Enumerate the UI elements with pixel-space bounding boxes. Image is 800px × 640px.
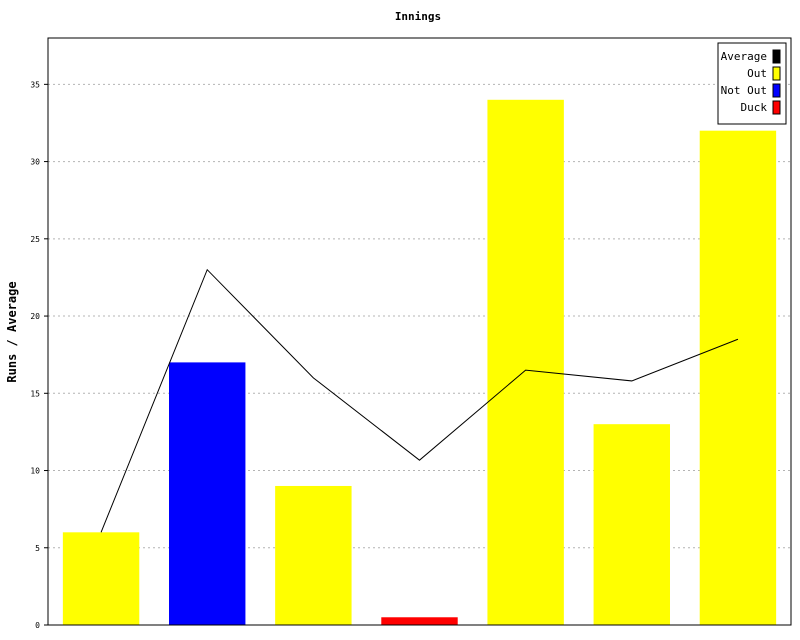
y-tick-label: 10 [30,467,40,476]
bar-inning-1 [62,532,140,625]
average-line-group [100,268,739,533]
bar-inning-7 [699,130,777,625]
legend-label: Duck [741,101,768,114]
y-axis-label: Runs / Average [5,281,19,382]
legend: Average Out Not Out Duck [717,42,787,125]
legend-label: Out [747,67,767,80]
legend-swatch [772,83,781,98]
bar-inning-2 [169,362,246,625]
y-ticks: 0 5 10 15 20 25 30 35 [30,80,48,630]
y-tick-label: 30 [30,158,40,167]
legend-swatch [772,49,781,64]
y-tick-label: 0 [35,621,40,630]
bar-inning-3 [275,485,352,625]
legend-swatch [772,100,781,115]
bar-inning-4 [381,617,458,625]
bar-inning-5 [487,99,564,625]
legend-label: Average [721,50,767,63]
axes [47,37,792,626]
y-tick-label: 20 [30,312,40,321]
chart-title: Innings [395,10,441,23]
bar-inning-6 [593,424,670,625]
legend-swatch [772,66,781,81]
y-tick-label: 15 [30,389,40,398]
legend-label: Not Out [721,84,767,97]
y-tick-label: 25 [30,235,40,244]
y-tick-label: 35 [30,80,40,89]
bars-group [62,99,777,625]
average-line [100,268,739,533]
y-tick-label: 5 [35,544,40,553]
gridlines [48,83,791,549]
plot-frame [47,37,792,626]
